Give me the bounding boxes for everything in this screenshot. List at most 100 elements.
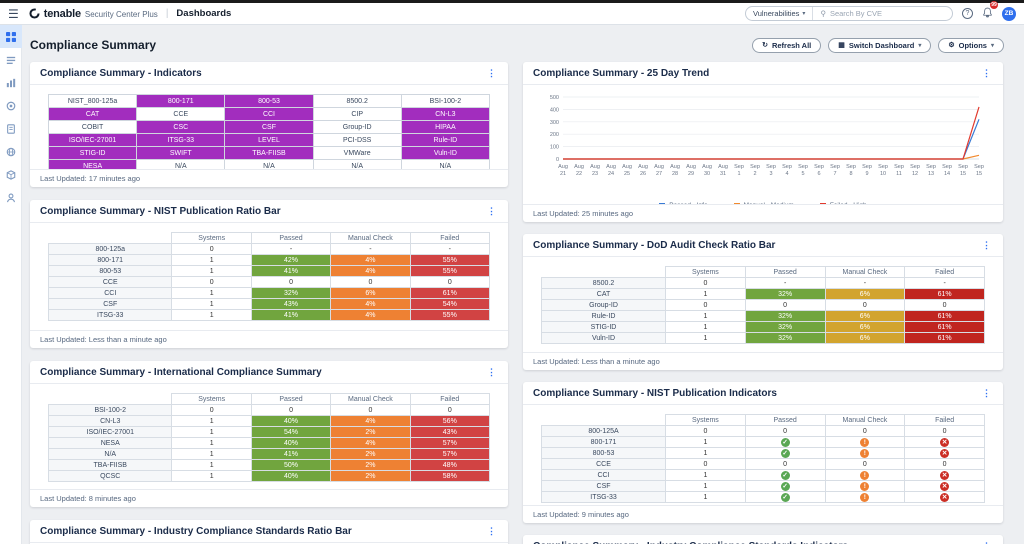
value-cell: 40% [250,470,332,482]
check-indicator-icon: ✓ [780,470,790,480]
value-cell: 1 [171,309,252,321]
last-updated: Last Updated: 8 minutes ago [30,489,508,507]
user-avatar[interactable]: ZB [1002,6,1016,21]
value-cell: 4% [330,265,411,277]
value-cell: 40% [250,437,332,449]
switch-dashboard-button[interactable]: ▦ Switch Dashboard ▾ [828,37,932,53]
indicator-cell: ✕ [904,491,985,503]
value-cell: 6% [824,332,906,344]
search-icon: ⚲ [820,9,826,18]
search-scope-dropdown[interactable]: Vulnerabilities ▾ [746,7,814,20]
value-cell: 1 [171,415,252,427]
matrix-cell: 800-53 [224,94,314,108]
row-label: CCI [47,287,173,299]
matrix-cell: LEVEL [224,133,314,147]
row-label: Group-ID [540,299,667,311]
notifications-button[interactable]: 99 [982,0,998,23]
sidebar-item-users[interactable] [0,186,22,209]
refresh-all-button[interactable]: ↻ Refresh All [752,37,822,53]
check-indicator-icon: ✓ [780,492,790,502]
table-row: Group-ID 0 0 0 0 [540,299,985,311]
panel-menu-icon[interactable]: ⋮ [982,240,991,250]
indicator-cell: ✕ [904,480,985,492]
panel-title: Compliance Summary - NIST Publication In… [533,388,777,399]
bell-icon [983,7,992,17]
indicators-matrix: NIST_800-125a 800-171 800-53 8500.2 BSI-100-… [30,85,508,169]
main-content: Compliance Summary ↻ Refresh All ▦ Switc… [22,25,1024,544]
panel-menu-icon[interactable]: ⋮ [487,206,496,216]
matrix-cell: PCI-DSS [312,133,402,147]
row-label: BSI-100-2 [47,404,173,416]
value-cell: 0 [665,458,746,470]
value-cell: 41% [250,448,332,460]
sidebar-item-dashboard[interactable] [0,25,22,48]
list-icon [6,56,16,64]
globe-icon [6,147,16,156]
cross-indicator-icon: ✕ [940,437,950,447]
table-row: 800-53 1 ✓! ✕ [540,447,985,459]
row-label: Rule-ID [540,310,667,322]
brand-name: tenable [43,7,81,20]
value-cell: 55% [409,309,491,321]
panel-menu-icon[interactable]: ⋮ [487,526,496,536]
panel-menu-icon[interactable]: ⋮ [982,388,991,398]
matrix-cell: Vuln-ID [400,146,491,160]
column-header [542,267,666,278]
value-cell: 1 [665,332,746,344]
sidebar-item-reporting[interactable] [0,117,22,140]
column-header: Passed [250,393,332,405]
value-cell: 4% [330,254,411,266]
table-row: BSI-100-2 0 0 0 0 [47,404,491,416]
value-cell: 32% [744,310,826,322]
sidebar-item-workflows[interactable] [0,163,22,186]
column-header: Manual Check [330,232,411,244]
data-table: Systems Passed Manual Check Failed 800-125a 0… [47,232,491,321]
hamburger-menu-icon[interactable]: ☰ [8,6,19,21]
search-input[interactable] [829,9,945,18]
table-row: CAT 1 32% 6% 61% [540,288,985,300]
row-label: CAT [540,288,667,300]
value-cell: 0 [250,404,332,416]
panel-menu-icon[interactable]: ⋮ [487,68,496,78]
sidebar-item-analysis[interactable] [0,48,22,71]
panel-industry-ratio-bar: Compliance Summary - Industry Compliance… [30,520,508,544]
row-label: 8500.2 [540,277,667,289]
sidebar-item-assets[interactable] [0,140,22,163]
sidebar-item-solutions[interactable] [0,71,22,94]
panel-menu-icon[interactable]: ⋮ [487,367,496,377]
matrix-cell: 800-171 [136,94,226,108]
panel-title: Compliance Summary - International Compl… [40,367,322,378]
value-cell: 1 [665,310,746,322]
matrix-cell: CCI [224,107,314,121]
svg-text:100: 100 [550,145,559,151]
indicator-cell: ! [824,469,906,481]
panel-menu-icon[interactable]: ⋮ [980,542,993,544]
panel-title: Compliance Summary - 25 Day Trend [533,68,710,79]
page-title: Compliance Summary [30,38,157,52]
table-row: ITSG-33 1 ✓! ✕ [540,491,985,503]
tenable-logo-icon [29,8,40,19]
help-icon[interactable]: ? [962,8,973,19]
nav-title[interactable]: Dashboards [176,8,232,19]
sidebar-item-scans[interactable] [0,94,22,117]
data-table: Systems Passed Manual Check Failed 8500.2 0- -… [540,266,985,344]
row-label: N/A [47,448,173,460]
row-label: ITSG-33 [47,309,173,321]
matrix-row: COBIT CSC CSF Group-ID HIPAA [47,120,491,134]
panel-title: Compliance Summary - Indicators [40,68,202,79]
value-cell: 56% [409,415,491,427]
panel-menu-icon[interactable]: ⋮ [982,68,991,78]
options-button[interactable]: ⚙ Options ▾ [938,37,1004,53]
value-cell: 43% [409,426,491,438]
matrix-cell: CAT [47,107,138,121]
value-cell: 6% [824,321,906,333]
trend-line-chart: 0 100 200 300 400 500 Aug 21 Aug 22 Aug 23 Aug 24 Aug 2… [535,91,991,200]
value-cell: 58% [409,470,491,482]
